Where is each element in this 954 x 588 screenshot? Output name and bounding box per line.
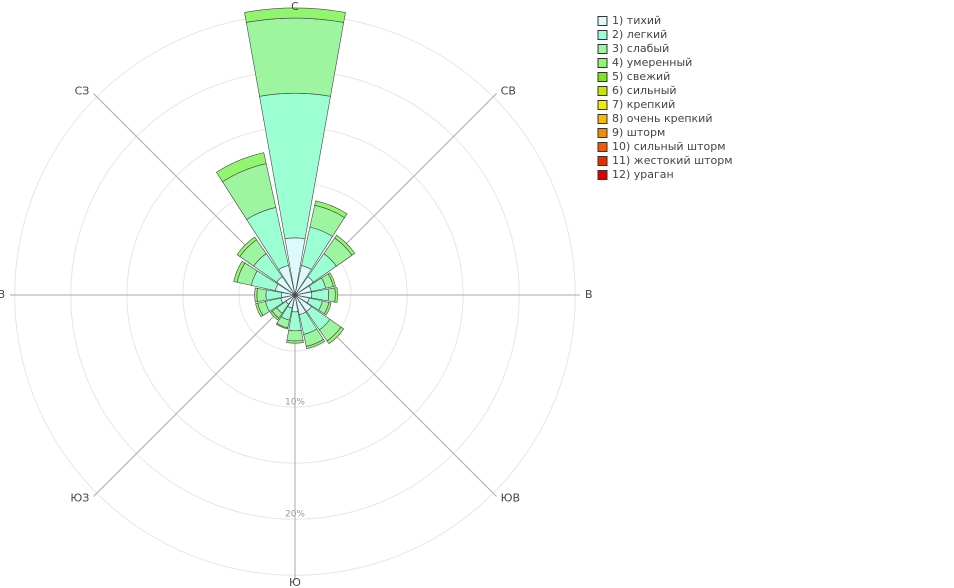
r-tick-label: 20%: [285, 510, 305, 520]
bar-segment: [244, 7, 346, 23]
bar-segment: [245, 17, 345, 97]
legend-label: 5) свежий: [612, 70, 670, 83]
legend-swatch: [597, 72, 608, 82]
legend-swatch: [597, 170, 608, 180]
bar-segment: [233, 260, 246, 283]
legend-label: 12) ураган: [612, 168, 674, 181]
legend-label: 11) жестокий шторм: [612, 154, 733, 167]
angular-label: СЗ: [75, 84, 90, 97]
legend-label: 8) очень крепкий: [612, 112, 712, 125]
bar-segment: [255, 302, 264, 318]
angular-label: ЮВ: [501, 492, 520, 505]
bar-segment: [314, 200, 348, 218]
bar-segment: [305, 338, 326, 350]
legend-swatch: [597, 16, 608, 26]
legend-label: 2) легкий: [612, 28, 667, 41]
legend-label: 6) сильный: [612, 84, 677, 97]
bar-segment: [323, 302, 332, 316]
spoke: [93, 294, 296, 497]
angular-label: С: [291, 0, 299, 13]
legend-swatch: [597, 128, 608, 138]
legend-swatch: [597, 156, 608, 166]
legend-label: 4) умеренный: [612, 56, 692, 69]
legend-swatch: [597, 100, 608, 110]
angular-label: В: [585, 288, 593, 301]
legend-swatch: [597, 86, 608, 96]
bar-segment: [286, 329, 304, 342]
bar-segment: [327, 272, 336, 287]
legend-swatch: [597, 30, 608, 40]
angular-label: Ю: [289, 576, 301, 588]
angular-label: СВ: [501, 84, 516, 97]
legend-swatch: [597, 114, 608, 124]
legend-label: 3) слабый: [612, 42, 669, 55]
legend-label: 10) сильный шторм: [612, 140, 726, 153]
legend-swatch: [597, 58, 608, 68]
r-tick-label: 10%: [285, 398, 305, 408]
angular-label: З: [0, 288, 5, 301]
legend-swatch: [597, 44, 608, 54]
bar-segment: [326, 326, 345, 345]
bar-segment: [334, 234, 356, 256]
legend-swatch: [597, 142, 608, 152]
legend-label: 9) шторм: [612, 126, 665, 139]
legend-label: 7) крепкий: [612, 98, 675, 111]
bar-segment: [275, 322, 289, 330]
bar-segment: [269, 310, 280, 321]
bar-segment: [334, 287, 338, 303]
bar-segment: [254, 287, 258, 303]
angular-label: ЮЗ: [70, 492, 89, 505]
bar-segment: [256, 287, 267, 303]
bar-segment: [286, 339, 304, 344]
legend-label: 1) тихий: [612, 14, 661, 27]
bar-segment: [327, 287, 336, 303]
bar-segment: [236, 236, 257, 257]
